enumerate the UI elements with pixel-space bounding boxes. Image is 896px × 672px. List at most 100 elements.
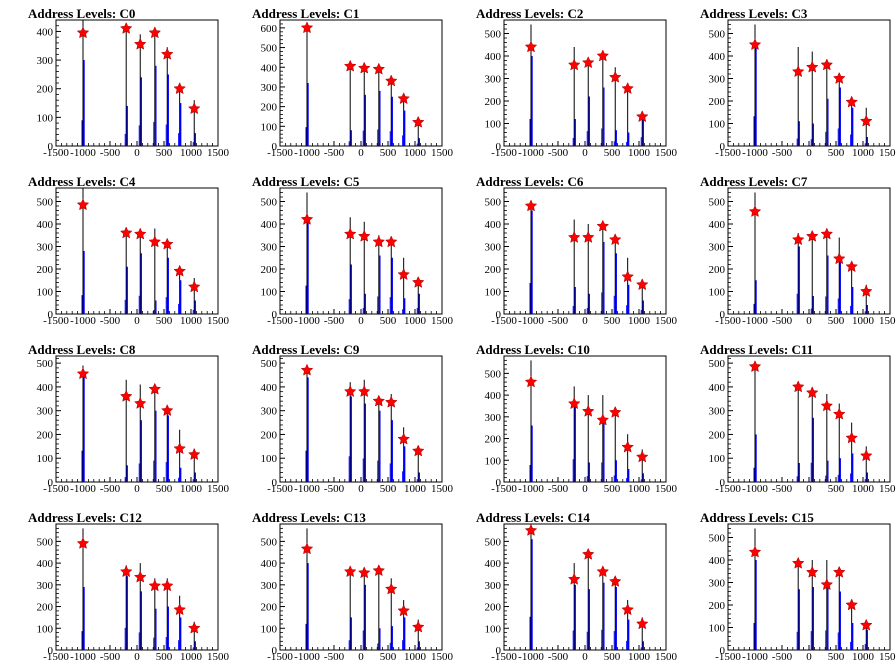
- peak-marker: [820, 399, 834, 412]
- peak-marker: [791, 380, 805, 393]
- x-tick-label: -500: [772, 483, 793, 495]
- y-tick-label: 200: [261, 264, 278, 276]
- chart-panel: Address Levels: C11 0 100 200 300 400 500 -1500…: [700, 342, 896, 495]
- x-tick-label: -1500: [491, 147, 517, 159]
- peak-marker: [832, 407, 846, 420]
- y-tick-label: 200: [261, 429, 278, 441]
- peak-marker: [832, 252, 846, 265]
- peak-marker: [596, 565, 610, 578]
- peak-marker: [160, 404, 174, 416]
- x-tick-label: -1500: [715, 483, 741, 495]
- y-tick-label: 600: [261, 23, 278, 35]
- peak-marker: [621, 270, 635, 283]
- x-tick-label: -1500: [43, 147, 69, 159]
- x-tick-label: -500: [548, 651, 569, 663]
- chart-title: Address Levels: C12: [28, 510, 142, 525]
- x-tick-label: 0: [358, 147, 364, 159]
- peak-marker: [567, 572, 581, 585]
- x-tick-label: 1500: [655, 483, 678, 495]
- y-tick-label: 300: [37, 580, 54, 592]
- chart-panel: Address Levels: C50100200300400500-1500-…: [252, 174, 454, 327]
- x-tick-label: -1500: [491, 483, 517, 495]
- x-tick-label: 0: [358, 651, 364, 663]
- chart-title: Address Levels: C8: [28, 342, 136, 357]
- y-tick-label: 0: [272, 309, 278, 321]
- x-tick-label: 1500: [879, 651, 896, 663]
- peak-marker: [384, 582, 398, 595]
- x-tick-label: 1500: [207, 483, 230, 495]
- x-tick-label: 0: [806, 651, 812, 663]
- x-tick-label: -1000: [294, 483, 320, 495]
- y-tick-label: 400: [261, 219, 278, 231]
- peak-marker: [357, 229, 371, 242]
- peak-marker: [859, 114, 873, 127]
- chart-panel: Address Levels: C90100200300400500-1500-…: [252, 342, 454, 495]
- y-tick-label: 500: [261, 43, 278, 55]
- chart-title: Address Levels: C4: [28, 174, 136, 189]
- y-tick-label: 0: [496, 477, 502, 489]
- y-tick-label: 100: [261, 623, 278, 635]
- peak-marker: [148, 579, 162, 592]
- peak-marker: [173, 603, 186, 616]
- peak-marker: [372, 394, 386, 407]
- x-tick-label: -500: [548, 483, 569, 495]
- x-tick-label: -1000: [742, 651, 768, 663]
- x-tick-label: 1000: [404, 483, 427, 495]
- peak-marker: [748, 545, 762, 558]
- y-tick-label: 500: [485, 29, 502, 41]
- peak-marker: [859, 618, 873, 631]
- x-tick-label: 1500: [207, 147, 230, 159]
- peak-marker: [845, 95, 859, 108]
- x-tick-label: 1000: [404, 315, 427, 327]
- x-tick-label: 500: [156, 315, 173, 327]
- x-tick-label: 0: [806, 315, 812, 327]
- x-tick-label: 1500: [655, 147, 678, 159]
- y-tick-label: 100: [485, 455, 502, 467]
- plot-frame: [279, 523, 443, 651]
- y-tick-label: 100: [261, 287, 278, 299]
- x-tick-label: -500: [100, 483, 121, 495]
- peak-marker: [581, 547, 595, 560]
- peak-marker: [133, 227, 147, 240]
- peak-marker: [300, 21, 314, 34]
- x-tick-label: -500: [548, 147, 569, 159]
- y-tick-label: 200: [709, 96, 726, 108]
- x-tick-label: 1500: [431, 651, 454, 663]
- peak-marker: [748, 204, 762, 218]
- y-tick-label: 500: [709, 533, 726, 545]
- peak-marker: [859, 449, 873, 462]
- y-tick-label: 200: [261, 602, 278, 614]
- y-tick-label: 300: [37, 55, 54, 67]
- x-tick-label: 1000: [180, 483, 203, 495]
- x-tick-label: 1500: [655, 651, 678, 663]
- peak-marker: [133, 570, 147, 583]
- y-tick-label: 300: [261, 580, 278, 592]
- peak-marker: [173, 82, 187, 95]
- plot-frame: [727, 355, 891, 483]
- peak-marker: [596, 413, 610, 426]
- y-tick-label: 100: [485, 623, 502, 635]
- x-tick-label: -1500: [715, 147, 741, 159]
- x-tick-label: 1000: [628, 315, 651, 327]
- peak-marker: [820, 578, 834, 591]
- y-tick-label: 100: [709, 287, 726, 299]
- x-tick-label: 1000: [628, 651, 651, 663]
- peak-marker: [608, 233, 622, 246]
- peak-marker: [119, 21, 133, 34]
- y-tick-label: 300: [709, 74, 726, 86]
- chart-panel: Address Levels: C12 0 100 200 300 400 500 -1500…: [28, 510, 230, 663]
- plot-frame: [727, 19, 891, 147]
- x-tick-label: -1000: [518, 315, 544, 327]
- peak-marker: [300, 542, 314, 555]
- chart-panel: Address Levels: C80100200300400500-1500-…: [28, 342, 230, 495]
- peak-marker: [343, 385, 357, 397]
- x-tick-label: -1500: [491, 651, 517, 663]
- chart-title: Address Levels: C14: [476, 510, 590, 525]
- peak-marker: [567, 58, 581, 71]
- y-tick-label: 400: [261, 382, 278, 394]
- x-tick-label: 1000: [404, 147, 427, 159]
- y-tick-label: 0: [272, 141, 278, 153]
- y-tick-label: 300: [709, 406, 726, 418]
- peak-marker: [119, 565, 133, 578]
